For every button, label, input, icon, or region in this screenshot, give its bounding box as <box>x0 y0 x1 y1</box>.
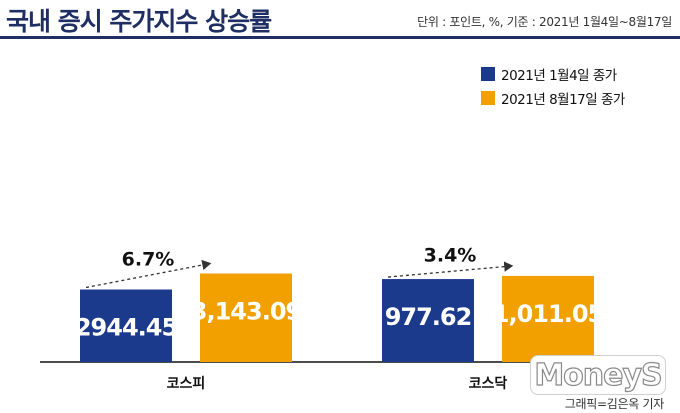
graphic-credit: 그래픽=김은옥 기자 <box>564 397 665 411</box>
change-label-1: 3.4% <box>424 244 477 266</box>
bar-value-label-end-0: 3,143.09 <box>191 297 302 325</box>
moneys-logo: MoneyS <box>530 355 666 395</box>
bar-start-0 <box>80 289 172 362</box>
legend: 2021년 1월4일 종가 2021년 8월17일 종가 <box>481 62 625 110</box>
unit-note: 단위 : 포인트, %, 기준 : 2021년 1월4일~8월17일 <box>417 15 672 29</box>
change-arrow-1 <box>387 261 514 278</box>
chart-title: 국내 증시 주가지수 상승률 <box>6 7 272 36</box>
change-label-0: 6.7% <box>122 248 175 270</box>
legend-item-end: 2021년 8월17일 종가 <box>481 86 625 110</box>
bar-value-label-start-1: 977.62 <box>385 303 472 331</box>
bar-value-label-end-1: 1,011.05 <box>493 300 604 328</box>
bar-start-1 <box>382 279 474 362</box>
bar-end-0 <box>200 273 292 362</box>
category-label-1: 코스닥 <box>469 375 508 392</box>
logo-text: MoneyS <box>534 357 664 393</box>
legend-item-start: 2021년 1월4일 종가 <box>481 62 625 86</box>
category-label-0: 코스피 <box>167 376 206 392</box>
legend-swatch-end <box>481 91 495 105</box>
title-divider <box>0 36 680 39</box>
legend-swatch-start <box>481 67 495 81</box>
legend-label-end: 2021년 8월17일 종가 <box>501 92 625 108</box>
bar-value-label-start-0: 2944.45 <box>75 314 178 342</box>
bar-end-1 <box>502 275 594 362</box>
legend-label-start: 2021년 1월4일 종가 <box>501 68 617 84</box>
